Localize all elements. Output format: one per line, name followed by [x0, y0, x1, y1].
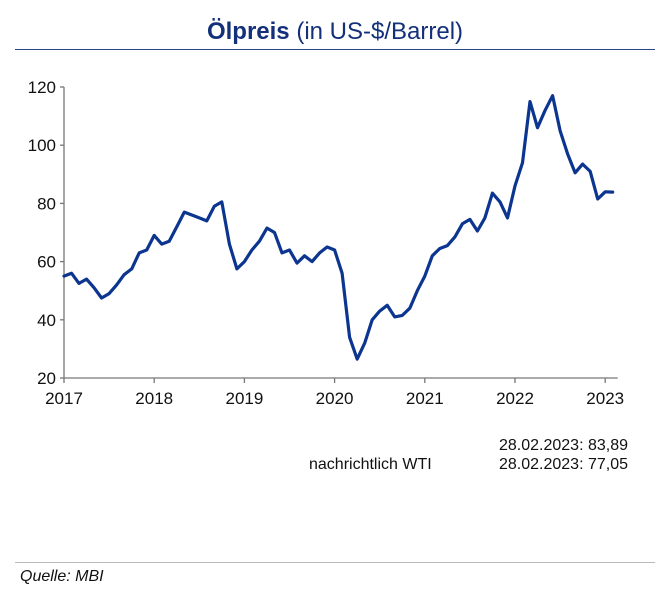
x-tick-label: 2018 [135, 389, 173, 408]
y-tick-label: 100 [28, 136, 56, 155]
brent-latest-value: 28.02.2023: 83,89 [498, 437, 628, 454]
y-tick-label: 120 [28, 78, 56, 97]
source-note: Quelle: MBI [20, 568, 104, 585]
y-tick-label: 60 [37, 253, 56, 272]
footer-divider [15, 562, 655, 563]
wti-latest-value: 28.02.2023: 77,05 [498, 456, 628, 473]
x-tick-label: 2019 [225, 389, 263, 408]
line-chart: 20 40 60 80 100 120 2017 2018 2019 2020 2021 2022 20… [28, 78, 624, 408]
oil-price-line [62, 94, 615, 361]
chart-title-unit: (in US-$/Barrel) [296, 18, 464, 45]
title-divider [15, 49, 655, 50]
x-tick-label: 2023 [586, 389, 624, 408]
chart-title-bold: Ölpreis [206, 18, 290, 45]
wti-label: nachrichtlich WTI [309, 456, 432, 473]
x-tick-label: 2022 [496, 389, 534, 408]
y-tick-label: 20 [37, 369, 56, 388]
y-tick-label: 40 [37, 311, 56, 330]
y-tick-label: 80 [37, 194, 56, 213]
x-tick-label: 2017 [45, 389, 83, 408]
x-tick-label: 2021 [406, 389, 444, 408]
chart-title: Ölpreis (in US-$/Barrel) [0, 18, 670, 46]
x-tick-label: 2020 [316, 389, 354, 408]
